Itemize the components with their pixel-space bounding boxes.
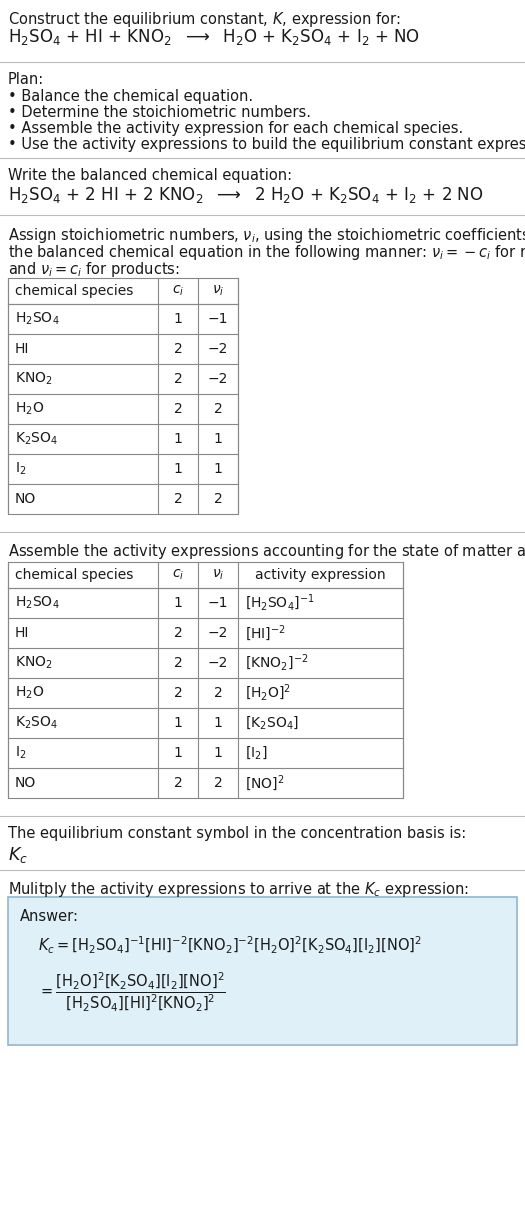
- Text: [HI]$^{-2}$: [HI]$^{-2}$: [245, 623, 286, 643]
- Text: K$_2$SO$_4$: K$_2$SO$_4$: [15, 715, 58, 731]
- Text: 2: 2: [174, 492, 182, 506]
- Text: [KNO$_2$]$^{-2}$: [KNO$_2$]$^{-2}$: [245, 652, 309, 673]
- Text: [NO]$^2$: [NO]$^2$: [245, 774, 285, 793]
- Text: 2: 2: [174, 341, 182, 356]
- Text: 2: 2: [214, 685, 223, 700]
- Text: −2: −2: [208, 341, 228, 356]
- Text: 1: 1: [214, 432, 223, 446]
- Text: H$_2$SO$_4$: H$_2$SO$_4$: [15, 311, 59, 327]
- Text: • Determine the stoichiometric numbers.: • Determine the stoichiometric numbers.: [8, 105, 311, 120]
- Text: chemical species: chemical species: [15, 568, 133, 581]
- Text: and $\nu_i = c_i$ for products:: and $\nu_i = c_i$ for products:: [8, 259, 180, 279]
- Text: 1: 1: [174, 596, 183, 610]
- Text: 1: 1: [214, 716, 223, 730]
- Text: • Assemble the activity expression for each chemical species.: • Assemble the activity expression for e…: [8, 121, 463, 136]
- Text: [K$_2$SO$_4$]: [K$_2$SO$_4$]: [245, 715, 299, 732]
- Text: $= \dfrac{[\mathrm{H_2O}]^2[\mathrm{K_2SO_4}][\mathrm{I_2}][\mathrm{NO}]^2}{[\ma: $= \dfrac{[\mathrm{H_2O}]^2[\mathrm{K_2S…: [38, 971, 226, 1015]
- Text: H$_2$SO$_4$ + HI + KNO$_2$  $\longrightarrow$  H$_2$O + K$_2$SO$_4$ + I$_2$ + NO: H$_2$SO$_4$ + HI + KNO$_2$ $\longrightar…: [8, 27, 420, 47]
- Text: • Balance the chemical equation.: • Balance the chemical equation.: [8, 89, 253, 104]
- Text: H$_2$SO$_4$ + 2 HI + 2 KNO$_2$  $\longrightarrow$  2 H$_2$O + K$_2$SO$_4$ + I$_2: H$_2$SO$_4$ + 2 HI + 2 KNO$_2$ $\longrig…: [8, 185, 484, 204]
- Text: activity expression: activity expression: [255, 568, 386, 581]
- Text: −2: −2: [208, 625, 228, 640]
- Text: KNO$_2$: KNO$_2$: [15, 655, 53, 671]
- Text: KNO$_2$: KNO$_2$: [15, 371, 53, 387]
- Text: H$_2$O: H$_2$O: [15, 684, 44, 701]
- Text: Mulitply the activity expressions to arrive at the $K_c$ expression:: Mulitply the activity expressions to arr…: [8, 880, 469, 898]
- Text: 1: 1: [174, 432, 183, 446]
- Text: Answer:: Answer:: [20, 909, 79, 924]
- Text: 2: 2: [214, 401, 223, 416]
- Text: NO: NO: [15, 776, 36, 789]
- Text: $K_c = [\mathrm{H_2SO_4}]^{-1}[\mathrm{HI}]^{-2}[\mathrm{KNO_2}]^{-2}[\mathrm{H_: $K_c = [\mathrm{H_2SO_4}]^{-1}[\mathrm{H…: [38, 935, 422, 956]
- Text: [I$_2$]: [I$_2$]: [245, 744, 268, 761]
- Text: 2: 2: [214, 492, 223, 506]
- Text: The equilibrium constant symbol in the concentration basis is:: The equilibrium constant symbol in the c…: [8, 826, 466, 841]
- Text: 2: 2: [174, 372, 182, 386]
- Text: the balanced chemical equation in the following manner: $\nu_i = -c_i$ for react: the balanced chemical equation in the fo…: [8, 244, 525, 262]
- Text: [H$_2$O]$^2$: [H$_2$O]$^2$: [245, 683, 291, 704]
- Text: Assemble the activity expressions accounting for the state of matter and $\nu_i$: Assemble the activity expressions accoun…: [8, 542, 525, 561]
- Text: HI: HI: [15, 341, 29, 356]
- Text: I$_2$: I$_2$: [15, 744, 26, 761]
- Text: 1: 1: [174, 716, 183, 730]
- Bar: [8, 897, 517, 1045]
- Text: 2: 2: [174, 401, 182, 416]
- Text: [H$_2$SO$_4$]$^{-1}$: [H$_2$SO$_4$]$^{-1}$: [245, 592, 314, 613]
- Text: Assign stoichiometric numbers, $\nu_i$, using the stoichiometric coefficients, $: Assign stoichiometric numbers, $\nu_i$, …: [8, 226, 525, 245]
- Text: Construct the equilibrium constant, $K$, expression for:: Construct the equilibrium constant, $K$,…: [8, 10, 401, 29]
- Text: I$_2$: I$_2$: [15, 460, 26, 477]
- Text: $\nu_i$: $\nu_i$: [212, 284, 224, 299]
- Text: • Use the activity expressions to build the equilibrium constant expression.: • Use the activity expressions to build …: [8, 137, 525, 152]
- Text: 1: 1: [214, 461, 223, 476]
- Text: $\nu_i$: $\nu_i$: [212, 568, 224, 583]
- Text: Plan:: Plan:: [8, 72, 44, 87]
- Text: −1: −1: [208, 312, 228, 326]
- Text: 2: 2: [174, 656, 182, 670]
- Text: $c_i$: $c_i$: [172, 284, 184, 299]
- Text: −1: −1: [208, 596, 228, 610]
- Text: Write the balanced chemical equation:: Write the balanced chemical equation:: [8, 168, 292, 184]
- Text: H$_2$SO$_4$: H$_2$SO$_4$: [15, 595, 59, 611]
- Text: $c_i$: $c_i$: [172, 568, 184, 583]
- Text: 1: 1: [174, 461, 183, 476]
- Text: K$_2$SO$_4$: K$_2$SO$_4$: [15, 431, 58, 447]
- Text: 2: 2: [174, 685, 182, 700]
- Text: NO: NO: [15, 492, 36, 506]
- Text: 1: 1: [174, 312, 183, 326]
- Text: 1: 1: [174, 745, 183, 760]
- Text: −2: −2: [208, 372, 228, 386]
- Text: H$_2$O: H$_2$O: [15, 400, 44, 417]
- Bar: [8, 562, 403, 798]
- Text: 1: 1: [214, 745, 223, 760]
- Text: 2: 2: [174, 625, 182, 640]
- Text: −2: −2: [208, 656, 228, 670]
- Text: 2: 2: [174, 776, 182, 789]
- Text: HI: HI: [15, 625, 29, 640]
- Bar: [8, 278, 238, 514]
- Text: 2: 2: [214, 776, 223, 789]
- Text: chemical species: chemical species: [15, 284, 133, 297]
- Text: $K_c$: $K_c$: [8, 845, 28, 865]
